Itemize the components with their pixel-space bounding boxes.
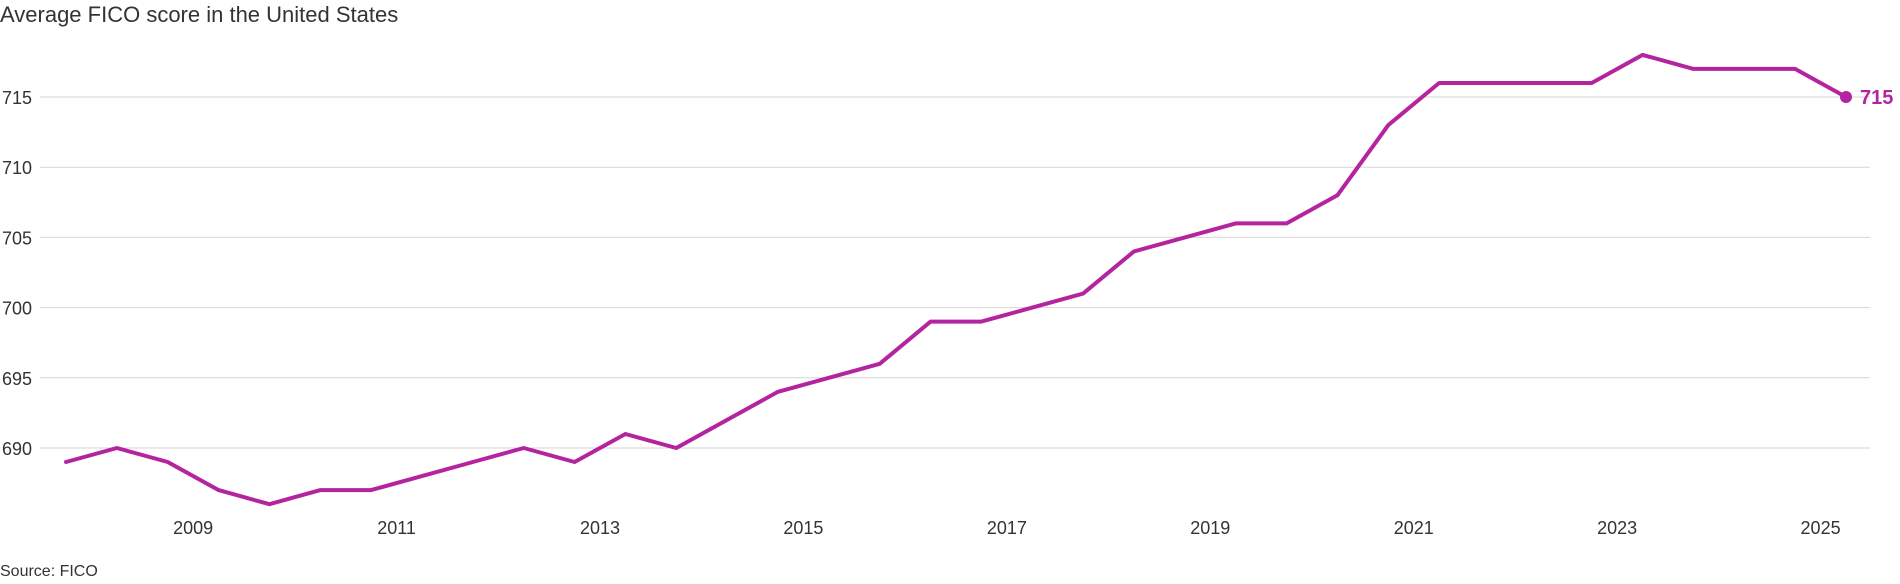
y-tick-label-695: 695 (2, 369, 32, 389)
y-tick-label-705: 705 (2, 228, 32, 248)
x-tick-label-2023: 2023 (1597, 518, 1637, 538)
x-tick-label-2021: 2021 (1394, 518, 1434, 538)
y-axis-ticks: 690 695 700 705 710 715 (2, 88, 32, 459)
x-tick-label-2011: 2011 (377, 518, 416, 538)
end-value-label: 715 (1860, 87, 1893, 109)
y-tick-label-700: 700 (2, 299, 32, 319)
gridlines (40, 96, 1870, 449)
x-axis-ticks: 2009 2011 2013 2015 2017 2019 2021 2023 2025 (173, 518, 1840, 538)
x-tick-label-2009: 2009 (173, 518, 213, 538)
series-layer: 715 (64, 52, 1893, 507)
end-point-marker (1840, 91, 1852, 103)
x-tick-label-2013: 2013 (580, 518, 620, 538)
x-tick-label-2019: 2019 (1190, 518, 1230, 538)
y-tick-label-690: 690 (2, 439, 32, 459)
x-tick-label-2015: 2015 (783, 518, 823, 538)
x-tick-label-2017: 2017 (987, 518, 1027, 538)
x-tick-label-2025: 2025 (1801, 518, 1841, 538)
series-line (64, 52, 1848, 507)
source-note: Source: FICO (0, 563, 98, 580)
y-tick-label-715: 715 (2, 88, 32, 108)
y-tick-label-710: 710 (2, 158, 32, 178)
chart-title: Average FICO score in the United States (0, 2, 399, 27)
